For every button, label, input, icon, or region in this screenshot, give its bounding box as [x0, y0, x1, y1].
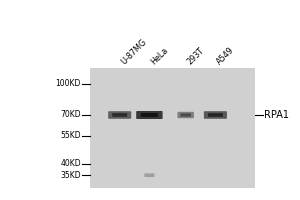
Text: 55KD: 55KD	[60, 132, 81, 140]
FancyBboxPatch shape	[141, 113, 158, 117]
FancyBboxPatch shape	[108, 111, 131, 119]
Text: 293T: 293T	[186, 45, 206, 66]
FancyBboxPatch shape	[112, 113, 127, 117]
Text: HeLa: HeLa	[149, 45, 170, 66]
Text: RPA1: RPA1	[264, 110, 289, 120]
Text: U-87MG: U-87MG	[120, 37, 149, 66]
Text: A549: A549	[215, 45, 236, 66]
FancyBboxPatch shape	[204, 111, 227, 119]
FancyBboxPatch shape	[144, 173, 154, 177]
FancyBboxPatch shape	[208, 113, 223, 117]
Text: 35KD: 35KD	[60, 171, 81, 180]
FancyBboxPatch shape	[178, 112, 194, 118]
Text: 100KD: 100KD	[56, 79, 81, 88]
Text: 40KD: 40KD	[60, 159, 81, 168]
FancyBboxPatch shape	[180, 113, 191, 117]
FancyBboxPatch shape	[136, 111, 163, 119]
Text: 70KD: 70KD	[60, 110, 81, 119]
